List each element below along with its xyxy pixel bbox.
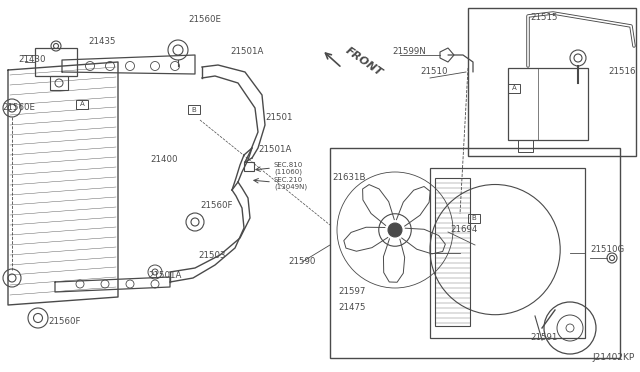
- Text: A: A: [511, 86, 516, 92]
- Bar: [430, 168, 585, 338]
- Text: 21510: 21510: [420, 67, 447, 77]
- Bar: [50, 76, 68, 90]
- Bar: [508, 84, 520, 93]
- Bar: [330, 148, 620, 358]
- Text: 21510G: 21510G: [590, 246, 624, 254]
- Text: 21503: 21503: [198, 250, 225, 260]
- Text: 21591: 21591: [530, 334, 557, 343]
- Text: SEC.810: SEC.810: [274, 162, 303, 168]
- Text: 21501A: 21501A: [148, 270, 181, 279]
- Bar: [244, 162, 254, 171]
- Text: 21597: 21597: [338, 288, 365, 296]
- Text: A: A: [79, 102, 84, 108]
- Text: 21590: 21590: [288, 257, 316, 266]
- Text: (11060): (11060): [274, 169, 302, 175]
- Text: 21501: 21501: [265, 113, 292, 122]
- Text: 21560F: 21560F: [200, 201, 232, 209]
- Text: 21475: 21475: [338, 304, 365, 312]
- Text: 21430: 21430: [18, 55, 45, 64]
- Text: FRONT: FRONT: [344, 46, 385, 78]
- Bar: [468, 8, 636, 156]
- Bar: [518, 140, 533, 152]
- Bar: [76, 100, 88, 109]
- Text: 21400: 21400: [150, 155, 177, 164]
- Text: B: B: [472, 215, 476, 221]
- Text: 21501A: 21501A: [258, 145, 291, 154]
- Text: 21631B: 21631B: [332, 173, 365, 183]
- Text: 21501A: 21501A: [230, 48, 264, 57]
- Text: 21560E: 21560E: [188, 16, 221, 25]
- Text: (13049N): (13049N): [274, 184, 307, 190]
- Text: 21516: 21516: [608, 67, 636, 77]
- Bar: [35, 48, 77, 76]
- Bar: [435, 178, 470, 326]
- Bar: [188, 105, 200, 114]
- Text: 21435: 21435: [88, 38, 115, 46]
- Text: SEC.210: SEC.210: [274, 177, 303, 183]
- Text: 21560F: 21560F: [48, 317, 81, 327]
- Text: 21515: 21515: [530, 13, 557, 22]
- Text: B: B: [191, 106, 196, 112]
- Circle shape: [388, 223, 402, 237]
- Text: 21560E: 21560E: [2, 103, 35, 112]
- Text: J21402KP: J21402KP: [593, 353, 635, 362]
- Text: 21694: 21694: [450, 225, 477, 234]
- Text: 21599N: 21599N: [392, 48, 426, 57]
- Bar: [508, 68, 588, 140]
- Bar: [468, 214, 480, 223]
